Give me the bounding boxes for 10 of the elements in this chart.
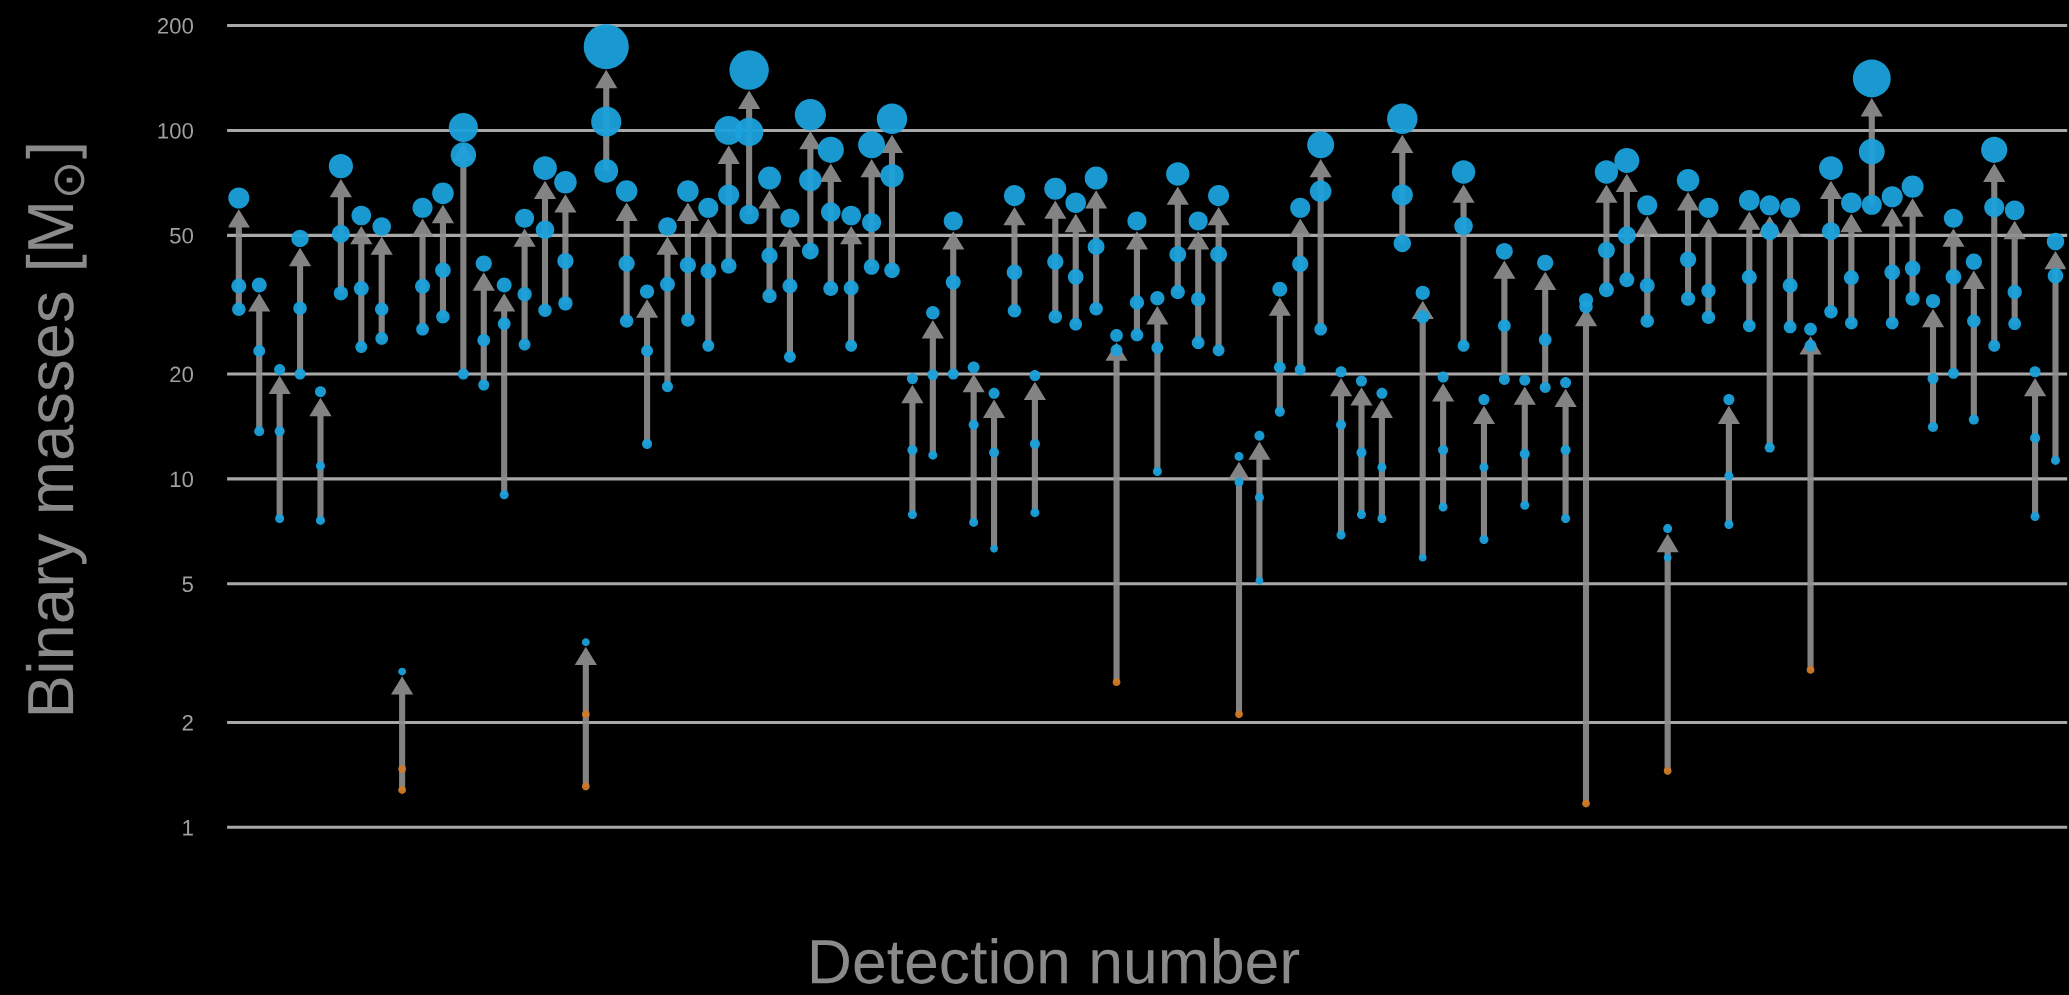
y-tick-label: 1	[183, 820, 193, 836]
y-axis-title: Binary masses [M$_{⊙}$]	[25, 145, 87, 714]
y-tick-label: 10	[170, 471, 194, 488]
x-axis-title: Detection number	[811, 937, 1300, 984]
y-tick-label: 5	[182, 576, 193, 593]
y-tick-label: 2	[182, 714, 193, 731]
y-tick-label: 100	[158, 123, 194, 139]
y-tick-label: 20	[170, 366, 194, 383]
y-tick-label: 50	[170, 227, 194, 244]
y-tick-label: 200	[157, 18, 194, 34]
